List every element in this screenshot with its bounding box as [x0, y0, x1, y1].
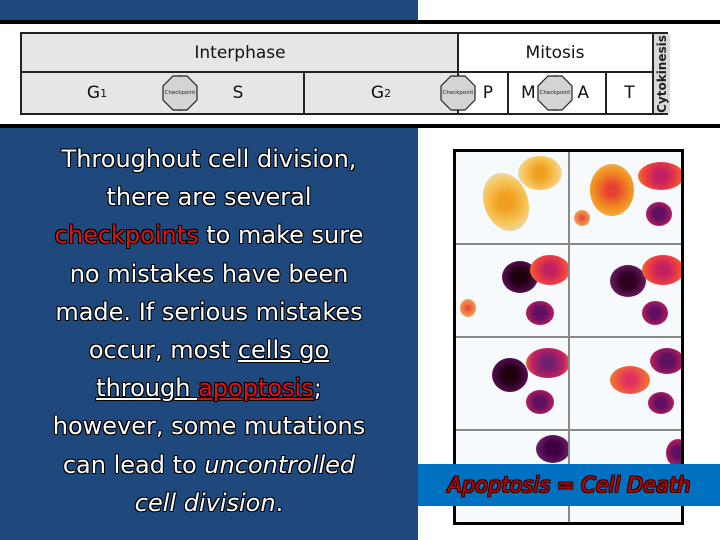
micrograph-panel — [456, 245, 568, 336]
phase-telophase: T — [624, 83, 635, 103]
cytokinesis-label: Cytokinesis — [655, 34, 670, 113]
p-m-divider — [507, 72, 509, 113]
micrograph-panel — [569, 245, 681, 336]
a-t-divider — [605, 72, 607, 113]
apoptosis-term: apoptosis — [198, 374, 314, 403]
phase-anaphase: A — [577, 83, 589, 103]
micrograph-panel — [569, 152, 681, 243]
caption-text: Apoptosis = Cell Death — [447, 473, 691, 497]
interphase-header: Interphase — [194, 43, 286, 63]
stop-octagon-icon — [162, 75, 198, 111]
stop-octagon-icon — [440, 75, 476, 111]
micrograph-panel — [569, 338, 681, 429]
phase-prophase: P — [482, 83, 493, 103]
checkpoints-term: checkpoints — [54, 221, 199, 250]
checkpoint-g2-m: Checkpoint — [440, 75, 476, 111]
caption-bar: Apoptosis = Cell Death — [418, 464, 720, 506]
s-g2-divider — [303, 72, 305, 113]
phase-s: S — [232, 83, 244, 103]
checkpoint-g1-s: Checkpoint — [162, 75, 198, 111]
explanation-text: Throughout cell division, there are seve… — [52, 145, 366, 517]
checkpoint-spindle: Checkpoint — [537, 75, 573, 111]
micrograph-panel — [456, 338, 568, 429]
cytokinesis-column: Cytokinesis — [652, 34, 670, 113]
interphase-mitosis-divider — [457, 34, 459, 113]
apoptosis-micrograph-grid — [453, 149, 684, 525]
phase-metaphase: M — [521, 83, 536, 103]
micrograph-panel — [456, 152, 568, 243]
mitosis-header: Mitosis — [458, 34, 652, 72]
row-divider — [22, 71, 652, 73]
stop-octagon-icon — [537, 75, 573, 111]
